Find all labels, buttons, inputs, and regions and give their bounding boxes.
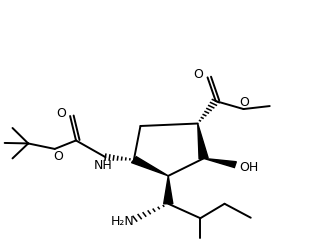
Text: O: O [53,150,63,163]
Text: NH: NH [93,159,112,172]
Text: O: O [56,107,66,119]
Text: H₂N: H₂N [111,215,134,228]
Text: O: O [193,68,203,81]
Polygon shape [204,159,236,168]
Polygon shape [164,176,173,204]
Polygon shape [131,157,168,176]
Text: O: O [240,96,249,109]
Polygon shape [198,123,208,159]
Text: OH: OH [239,161,258,174]
